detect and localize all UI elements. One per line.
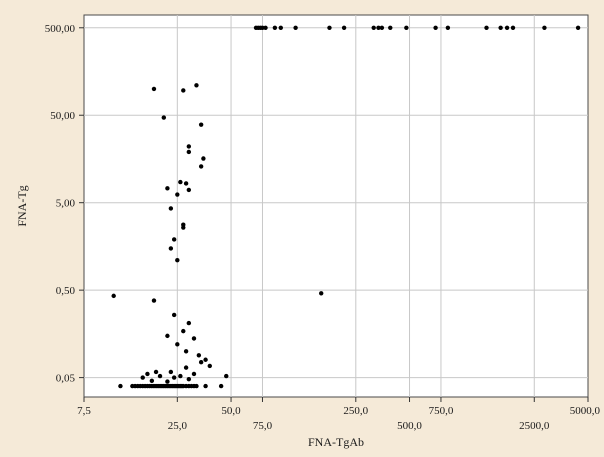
data-point: [140, 375, 145, 380]
y-tick-label: 50,00: [50, 110, 75, 122]
x-tick-label: 2500,0: [519, 420, 550, 432]
data-point: [186, 149, 192, 155]
data-point: [445, 25, 451, 30]
data-point: [168, 246, 174, 251]
data-point: [293, 25, 298, 30]
data-point: [165, 333, 170, 339]
data-point: [186, 320, 192, 326]
data-point: [161, 115, 167, 120]
plot-area: [83, 14, 589, 398]
data-point: [168, 369, 174, 375]
y-tick-label: 5,00: [56, 198, 76, 210]
data-point: [118, 383, 123, 389]
data-point: [203, 383, 208, 389]
data-point: [175, 192, 180, 197]
data-point: [145, 371, 150, 377]
x-tick-label: 250,0: [343, 405, 368, 417]
data-point: [263, 25, 268, 30]
data-point: [224, 373, 229, 379]
data-point: [171, 375, 177, 380]
data-point: [111, 293, 116, 299]
data-point: [484, 25, 489, 30]
data-point: [165, 379, 170, 384]
data-point: [404, 25, 409, 30]
data-point: [376, 25, 381, 30]
data-point: [196, 353, 202, 358]
data-point: [181, 328, 186, 334]
data-point: [178, 179, 183, 185]
data-point: [191, 336, 197, 341]
data-point: [149, 378, 155, 383]
data-point: [171, 237, 177, 242]
data-point: [186, 376, 192, 382]
data-point: [510, 25, 516, 30]
y-axis-label: FNA-Tg: [15, 185, 29, 226]
x-tick-label: 75,0: [253, 420, 273, 432]
data-point: [181, 88, 186, 93]
data-point: [194, 83, 199, 88]
x-tick-label: 7,5: [77, 405, 91, 417]
data-point: [194, 383, 199, 389]
data-point: [542, 25, 547, 30]
data-point: [181, 225, 186, 230]
data-point: [175, 258, 180, 263]
data-point: [388, 25, 393, 30]
data-point: [198, 122, 204, 127]
x-axis-label: FNA-TgAb: [308, 435, 364, 449]
data-point: [341, 25, 347, 30]
data-point: [379, 25, 385, 30]
data-point: [319, 291, 324, 296]
x-tick-label: 750,0: [429, 405, 454, 417]
data-point: [165, 186, 170, 191]
data-point: [207, 363, 212, 369]
x-tick-label: 5000,0: [570, 405, 601, 417]
y-tick-label: 500,00: [45, 23, 76, 35]
data-point: [178, 373, 183, 379]
data-point: [575, 25, 581, 30]
data-point: [198, 360, 204, 365]
x-tick-label: 50,0: [221, 405, 241, 417]
data-point: [327, 25, 332, 30]
data-point: [151, 86, 157, 92]
data-point: [183, 349, 189, 354]
data-point: [198, 164, 204, 169]
data-point: [498, 25, 503, 30]
data-point: [203, 357, 208, 362]
y-tick-label: 0,05: [56, 373, 76, 385]
data-point: [186, 187, 192, 193]
data-point: [191, 371, 197, 377]
data-point: [260, 25, 265, 30]
data-point: [168, 206, 174, 211]
data-point: [171, 312, 177, 318]
data-point: [504, 25, 510, 30]
data-point: [157, 373, 163, 379]
data-point: [218, 383, 224, 389]
data-point: [175, 342, 180, 347]
data-point: [433, 25, 438, 30]
data-point: [153, 369, 159, 375]
data-point: [371, 25, 376, 30]
y-tick-label: 0,50: [56, 285, 76, 297]
data-point: [278, 25, 283, 30]
data-points: [111, 25, 581, 389]
axis-ticks: 0,05 0,50 5,00 50,00 500,00 7,5 50,0 250,0 750,0…: [45, 23, 601, 432]
data-point: [183, 181, 189, 186]
data-point: [272, 25, 278, 30]
grid-lines: [84, 15, 588, 397]
x-tick-label: 500,0: [397, 420, 422, 432]
x-tick-label: 25,0: [168, 420, 188, 432]
data-point: [183, 365, 189, 370]
data-point: [201, 156, 206, 161]
data-point: [151, 298, 157, 303]
data-point: [186, 144, 192, 149]
